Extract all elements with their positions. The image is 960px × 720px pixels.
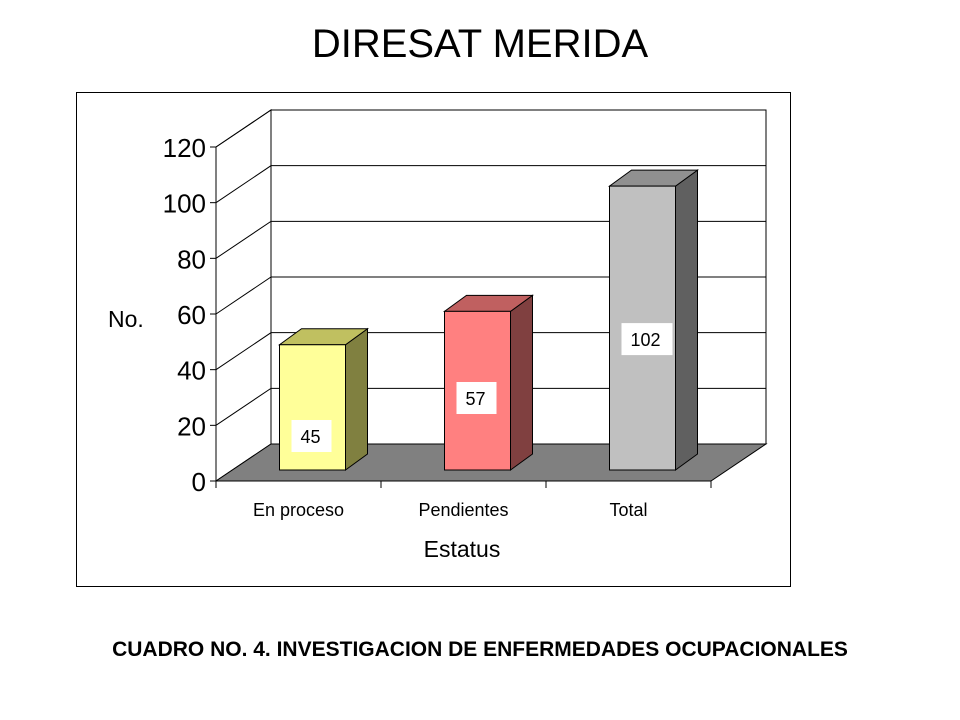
data-label: 57 [456, 382, 497, 414]
gridline [215, 332, 766, 371]
gridlines [215, 109, 766, 426]
gridline [215, 220, 766, 259]
data-label-box [291, 420, 332, 452]
data-label-text: 45 [301, 427, 321, 447]
bar-3 [607, 169, 700, 471]
labels: 45 En proceso 57 Pendientes 102 Total 0 20 40 60 8… [163, 133, 673, 520]
y-tick-label: 40 [177, 356, 206, 386]
bar-side [345, 327, 368, 471]
caption: CUADRO NO. 4. INVESTIGACION DE ENFERMEDA… [112, 638, 848, 661]
gridline [215, 109, 766, 148]
category-label: Pendientes [418, 500, 508, 520]
y-tick-label: 60 [177, 300, 206, 330]
data-label-text: 102 [631, 330, 661, 350]
data-label-text: 57 [466, 389, 486, 409]
page-title: DIRESAT MERIDA [311, 22, 649, 66]
gridline [215, 165, 766, 204]
bar-side [510, 294, 533, 471]
x-axis-label: Estatus [424, 536, 501, 562]
data-label-box [456, 382, 497, 414]
y-tick-label: 120 [163, 133, 206, 163]
category-label: En proceso [253, 500, 344, 520]
gridline [215, 387, 766, 426]
y-tick-label: 100 [163, 189, 206, 219]
data-label-box [621, 323, 673, 356]
data-label: 102 [621, 323, 673, 356]
bar-side [675, 169, 698, 471]
data-label: 45 [291, 420, 332, 452]
y-tick-label: 0 [192, 467, 206, 497]
y-tick-label: 80 [177, 244, 206, 274]
gridline [215, 276, 766, 315]
category-label: Total [609, 500, 647, 520]
y-axis-label: No. [108, 306, 144, 332]
y-tick-label: 20 [177, 411, 206, 441]
axes [210, 146, 712, 488]
